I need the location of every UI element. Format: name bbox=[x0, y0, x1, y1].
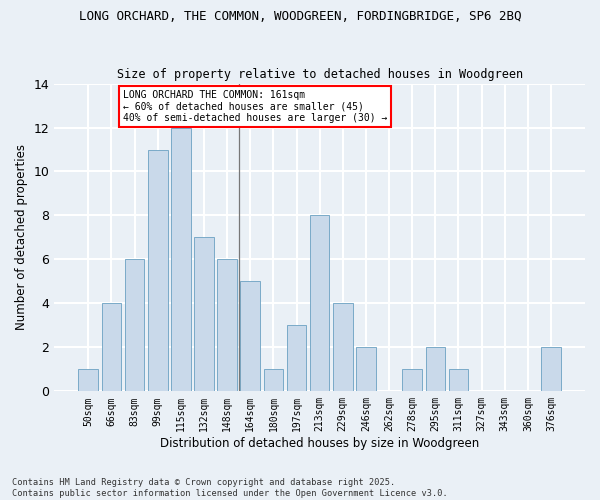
Bar bbox=[194, 238, 214, 392]
Bar bbox=[356, 348, 376, 392]
Title: Size of property relative to detached houses in Woodgreen: Size of property relative to detached ho… bbox=[116, 68, 523, 81]
Bar bbox=[541, 348, 561, 392]
Bar bbox=[125, 260, 145, 392]
X-axis label: Distribution of detached houses by size in Woodgreen: Distribution of detached houses by size … bbox=[160, 437, 479, 450]
Bar bbox=[217, 260, 237, 392]
Bar bbox=[425, 348, 445, 392]
Text: LONG ORCHARD THE COMMON: 161sqm
← 60% of detached houses are smaller (45)
40% of: LONG ORCHARD THE COMMON: 161sqm ← 60% of… bbox=[123, 90, 388, 124]
Text: Contains HM Land Registry data © Crown copyright and database right 2025.
Contai: Contains HM Land Registry data © Crown c… bbox=[12, 478, 448, 498]
Bar bbox=[148, 150, 167, 392]
Bar bbox=[287, 326, 307, 392]
Bar bbox=[263, 370, 283, 392]
Y-axis label: Number of detached properties: Number of detached properties bbox=[15, 144, 28, 330]
Bar bbox=[241, 282, 260, 392]
Bar bbox=[79, 370, 98, 392]
Bar bbox=[101, 304, 121, 392]
Text: LONG ORCHARD, THE COMMON, WOODGREEN, FORDINGBRIDGE, SP6 2BQ: LONG ORCHARD, THE COMMON, WOODGREEN, FOR… bbox=[79, 10, 521, 23]
Bar bbox=[333, 304, 353, 392]
Bar bbox=[403, 370, 422, 392]
Bar bbox=[310, 216, 329, 392]
Bar bbox=[171, 128, 191, 392]
Bar bbox=[449, 370, 469, 392]
